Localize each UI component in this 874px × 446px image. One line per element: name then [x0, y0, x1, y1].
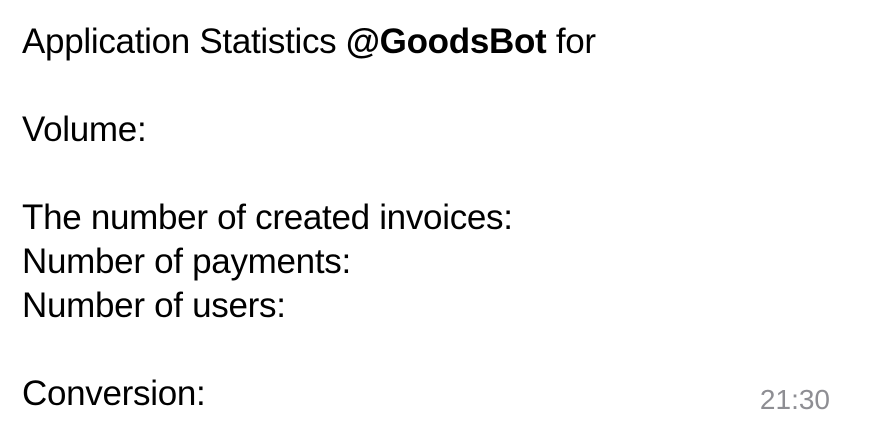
blank-line	[22, 64, 742, 108]
users-label: Number of users:	[22, 286, 286, 325]
blank-line	[22, 328, 742, 372]
message-title-line: Application Statistics @GoodsBot for	[22, 20, 742, 64]
blank-line	[22, 152, 742, 196]
volume-label: Volume:	[22, 110, 147, 149]
invoices-label: The number of created invoices:	[22, 198, 513, 237]
conversion-label: Conversion:	[22, 374, 206, 413]
bot-handle-mention[interactable]: @GoodsBot	[345, 22, 547, 61]
message-text: Application Statistics @GoodsBot for Vol…	[22, 20, 742, 416]
payments-label: Number of payments:	[22, 242, 351, 281]
title-suffix: for	[555, 22, 596, 61]
message-timestamp: 21:30	[759, 384, 830, 415]
title-prefix: Application Statistics	[22, 22, 337, 61]
